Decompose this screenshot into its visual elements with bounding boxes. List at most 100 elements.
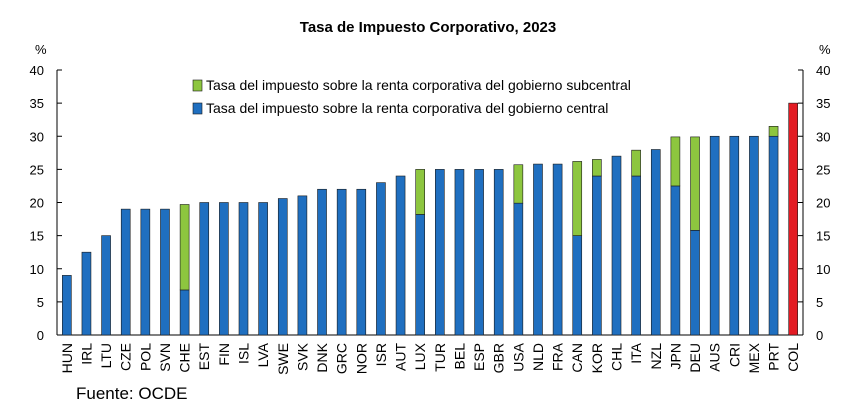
x-tick-label-lux: LUX [412,342,428,370]
bar-subcentral-kor [592,159,602,177]
bar-central-swe [277,198,288,336]
bar-central-irl [81,251,92,336]
bar-central-col [788,102,798,336]
y-tick-label-right: 40 [816,63,830,78]
x-tick-label-nld: NLD [530,343,546,371]
bar-central-hun [62,275,72,336]
bar-central-deu [690,230,700,336]
bar-central-ita [631,175,641,336]
x-tick-label-aus: AUS [707,343,723,372]
y-unit-right: % [819,42,831,57]
legend-label-subcentral: Tasa del impuesto sobre la renta corpora… [206,77,631,93]
x-tick-label-can: CAN [569,343,585,373]
bar-central-grc [336,188,347,336]
bar-central-isl [238,202,249,336]
bar-central-nzl [650,149,661,336]
bar-central-nld [533,163,543,336]
bar-central-pol [140,208,151,336]
x-tick-label-tur: TUR [432,343,448,372]
bar-central-gbr [493,169,504,336]
bar-central-svk [297,195,308,336]
bar-central-aus [709,135,720,336]
x-tick-label-ita: ITA [628,342,644,363]
bar-central-aut [395,175,406,336]
bar-central-fin [219,202,229,336]
bar-central-can [572,235,583,336]
y-tick-label-right: 5 [816,295,823,310]
bar-subcentral-che [179,204,190,291]
y-tick-label-left: 10 [30,262,44,277]
bar-central-jpn [670,185,681,336]
legend: Tasa del impuesto sobre la renta corpora… [192,77,631,116]
bar-central-che [179,289,190,336]
bar-central-lux [415,214,425,336]
y-tick-label-left: 20 [30,196,44,211]
bar-central-bel [454,169,465,336]
bar-central-cri [729,135,740,336]
bar-central-nor [356,188,367,336]
bar-subcentral-jpn [670,136,681,187]
y-tick-label-right: 0 [816,328,823,343]
legend-label-central: Tasa del impuesto sobre la renta corpora… [206,100,608,116]
x-tick-label-lva: LVA [255,342,271,367]
bar-central-svn [160,208,170,336]
bar-central-tur [435,169,445,336]
x-tick-label-usa: USA [510,342,526,371]
legend-swatch-subcentral [192,79,203,92]
y-tick-label-right: 25 [816,162,830,177]
axes: % % 0 0 5 5 10 10 15 15 20 20 25 25 30 30 35 35 40 40 HUN IRL… [30,42,831,375]
x-tick-label-isl: ISL [236,343,252,364]
x-tick-label-chl: CHL [609,343,625,371]
bar-central-usa [513,202,524,336]
bar-subcentral-can [572,161,583,236]
y-tick-label-left: 0 [37,328,44,343]
x-tick-label-prt: PRT [766,343,782,371]
y-tick-label-right: 10 [816,262,830,277]
y-tick-label-right: 15 [816,229,830,244]
x-tick-label-ltu: LTU [98,343,114,368]
x-tick-label-pol: POL [137,343,153,371]
y-tick-label-left: 30 [30,129,44,144]
x-tick-label-irl: IRL [78,343,94,365]
x-tick-label-fra: FRA [550,342,566,371]
source-note: Fuente: OCDE [76,384,188,403]
x-tick-label-svn: SVN [157,343,173,372]
bar-subcentral-ita [631,149,641,177]
x-tick-label-dnk: DNK [314,342,330,372]
bar-subcentral-usa [513,164,524,204]
y-tick-label-left: 15 [30,229,44,244]
bar-central-ltu [101,235,111,336]
y-tick-label-right: 30 [816,129,830,144]
y-tick-label-left: 5 [37,295,44,310]
x-tick-label-isr: ISR [373,343,389,366]
bars [62,102,798,336]
x-tick-label-deu: DEU [687,343,703,373]
x-tick-label-est: EST [196,343,212,371]
bar-central-cze [120,208,131,336]
bar-central-chl [611,155,622,336]
bar-central-est [199,202,210,336]
x-tick-label-svk: SVK [294,342,310,371]
bar-subcentral-prt [768,126,779,137]
bar-central-lva [258,202,268,336]
x-tick-label-col: COL [785,343,801,372]
y-tick-label-left: 35 [30,96,44,111]
y-tick-label-left: 40 [30,63,44,78]
x-tick-label-kor: KOR [589,343,605,373]
bar-subcentral-lux [415,169,425,215]
y-unit-left: % [35,42,47,57]
bar-subcentral-deu [690,136,700,231]
x-tick-label-swe: SWE [275,343,291,375]
bar-central-isr [376,182,386,336]
x-tick-label-nor: NOR [353,343,369,374]
bar-central-dnk [317,188,327,336]
chart-title: Tasa de Impuesto Corporativo, 2023 [300,19,556,36]
y-tick-label-right: 35 [816,96,830,111]
bar-central-kor [592,175,602,336]
x-tick-label-cri: CRI [726,343,742,367]
x-tick-label-che: CHE [177,343,193,373]
x-tick-label-cze: CZE [118,343,134,371]
x-tick-label-aut: AUT [393,343,409,371]
x-tick-label-hun: HUN [59,343,75,373]
x-tick-label-bel: BEL [451,343,467,370]
